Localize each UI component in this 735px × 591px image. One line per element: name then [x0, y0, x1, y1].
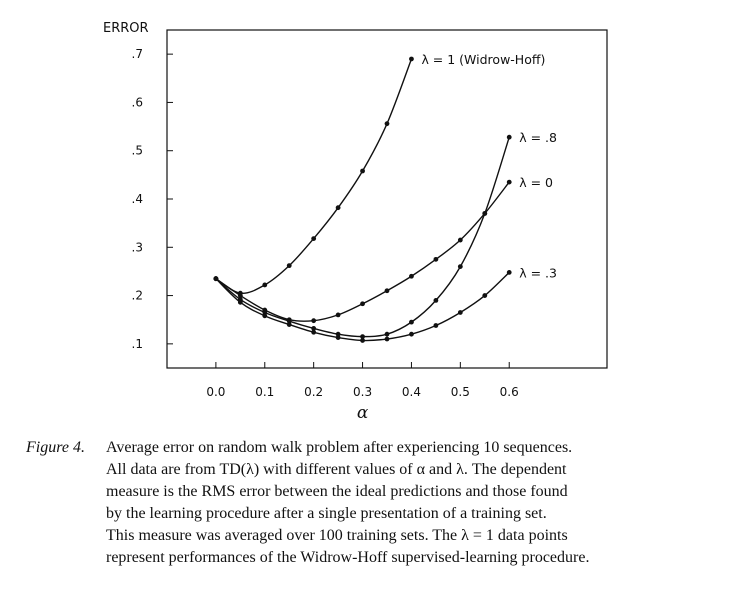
- y-tick-label: .4: [132, 192, 143, 206]
- data-point: [482, 293, 488, 298]
- data-point: [457, 237, 463, 243]
- data-point: [262, 282, 268, 288]
- data-point: [311, 236, 317, 241]
- series-label: λ = .3: [519, 265, 557, 280]
- x-tick-label: 0.2: [304, 385, 323, 399]
- figure-4-chart: .1 .2 .3 .4 .5 .6 .7 0.0 0.1 0.2 0.3 0.4 0.5 0.6 ERROR…: [103, 21, 608, 423]
- caption-line: Average error on random walk problem aft…: [106, 439, 573, 456]
- caption-line: by the learning procedure after a single…: [106, 505, 547, 522]
- data-point: [360, 301, 365, 307]
- y-tick-label: .2: [132, 289, 143, 303]
- data-point: [262, 310, 268, 315]
- x-tick-label: 0.5: [451, 385, 470, 399]
- y-tick-label: .1: [132, 337, 143, 351]
- series-label: λ = .8: [519, 130, 557, 145]
- figure-caption: Figure 4. Average error on random walk p…: [26, 437, 716, 569]
- data-point: [311, 318, 317, 324]
- data-point: [286, 322, 292, 327]
- data-point: [237, 293, 243, 298]
- data-point: [457, 264, 463, 269]
- caption-line: This measure was averaged over 100 train…: [106, 527, 568, 544]
- series-line: [215, 58, 413, 294]
- x-axis-title: α: [357, 403, 369, 423]
- y-tick-label: .6: [132, 95, 143, 109]
- data-point: [335, 205, 341, 211]
- x-tick-label: 0.6: [500, 385, 519, 399]
- data-point: [286, 318, 292, 324]
- plot-frame: [166, 29, 608, 369]
- data-point: [384, 331, 390, 337]
- data-point: [482, 211, 488, 216]
- series-line: [215, 181, 510, 322]
- data-point: [335, 312, 341, 318]
- caption-line: measure is the RMS error between the ide…: [106, 483, 568, 500]
- y-axis-title: ERROR: [103, 21, 149, 36]
- series-label: λ = 0: [519, 175, 553, 190]
- series-label: λ = 1 (Widrow-Hoff): [421, 52, 545, 67]
- data-point: [384, 336, 390, 342]
- caption-label: Figure 4.: [26, 439, 85, 456]
- data-point: [384, 288, 390, 294]
- data-point: [360, 338, 365, 343]
- data-point: [311, 326, 317, 331]
- data-point: [237, 299, 243, 305]
- data-point: [506, 134, 512, 140]
- data-point: [335, 331, 341, 337]
- caption-line: All data are from TD(λ) with different v…: [106, 461, 567, 478]
- data-point: [335, 335, 341, 340]
- series-line: [215, 271, 510, 342]
- data-point: [311, 329, 317, 335]
- x-tick-label: 0.0: [206, 385, 225, 399]
- data-point: [286, 263, 292, 269]
- y-tick-label: .7: [132, 47, 143, 61]
- data-point: [360, 334, 365, 340]
- x-tick-label: 0.1: [255, 385, 274, 399]
- data-point: [360, 168, 365, 174]
- data-point: [433, 256, 439, 262]
- data-point: [457, 310, 463, 315]
- data-point: [409, 56, 414, 62]
- caption-line: represent performances of the Widrow-Hof…: [106, 549, 590, 566]
- data-point: [213, 276, 219, 282]
- data-point: [433, 323, 439, 328]
- caption-body: Average error on random walk problem aft…: [106, 437, 704, 569]
- y-tick-label: .5: [132, 144, 143, 158]
- data-point: [506, 269, 512, 275]
- x-tick-label: 0.3: [353, 385, 372, 399]
- data-point: [433, 298, 439, 303]
- data-point: [384, 121, 390, 127]
- data-point: [409, 331, 414, 337]
- y-tick-label: .3: [132, 240, 143, 254]
- data-point: [506, 179, 512, 185]
- data-point: [409, 319, 414, 325]
- x-tick-label: 0.4: [402, 385, 421, 399]
- data-point: [409, 273, 414, 279]
- chart-svg: .1 .2 .3 .4 .5 .6 .7 0.0 0.1 0.2 0.3 0.4 0.5 0.6 ERROR…: [103, 21, 608, 423]
- data-point: [262, 313, 268, 319]
